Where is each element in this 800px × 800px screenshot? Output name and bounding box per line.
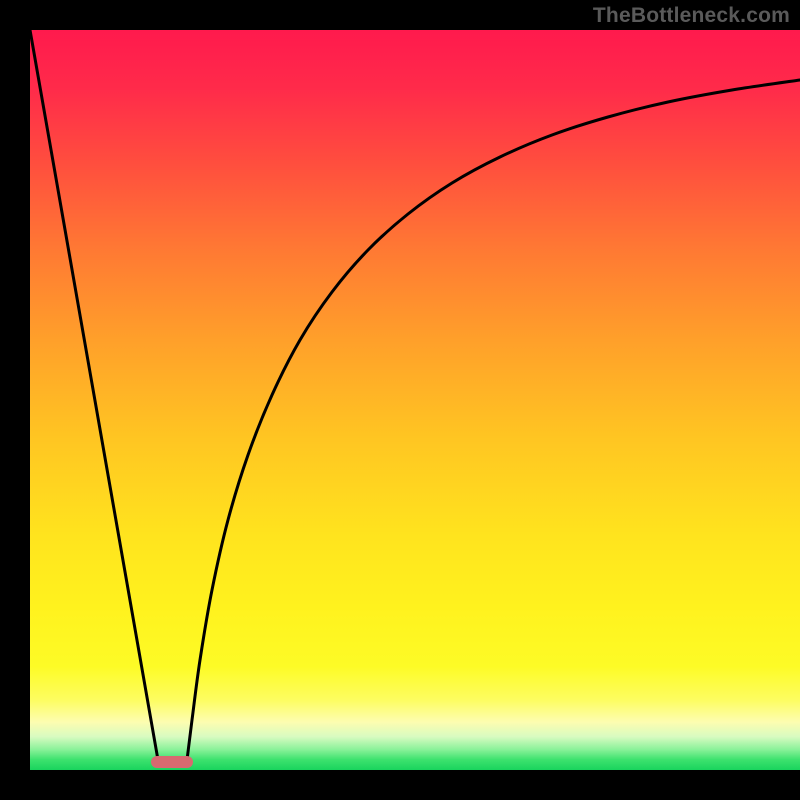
chart-svg (0, 0, 800, 800)
watermark-text: TheBottleneck.com (593, 4, 790, 28)
bottleneck-marker (151, 756, 193, 768)
plot-background (30, 30, 800, 770)
chart-container: TheBottleneck.com (0, 0, 800, 800)
